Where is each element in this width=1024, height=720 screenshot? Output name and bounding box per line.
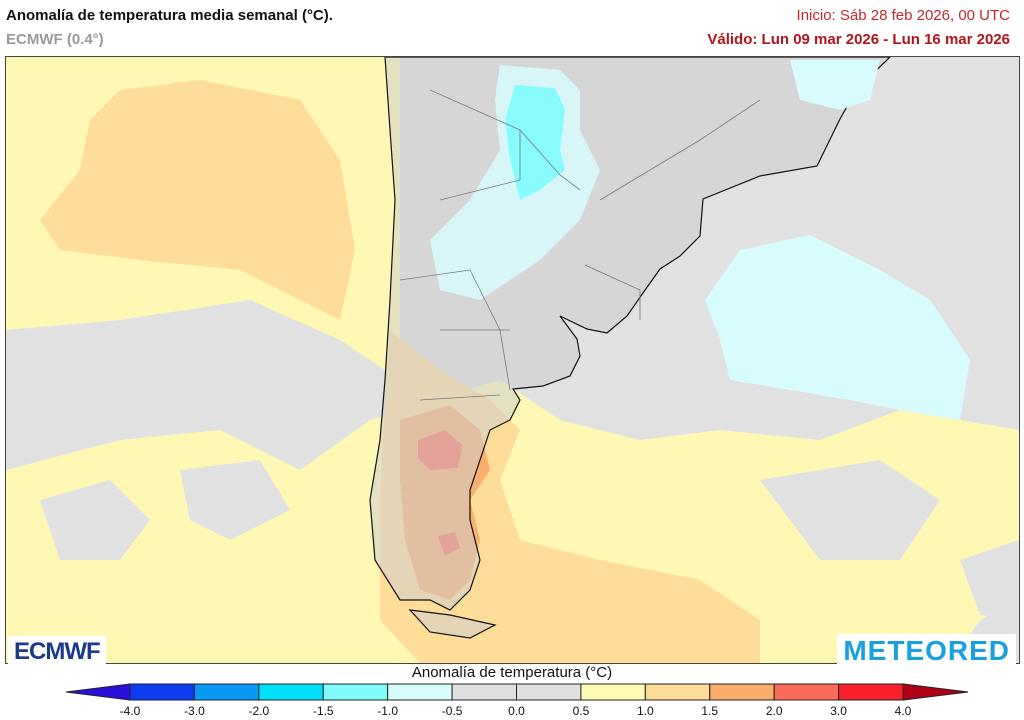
colorbar-tick-label: 1.0 <box>636 704 654 718</box>
colorbar-title: Anomalía de temperatura (°C) <box>411 664 613 681</box>
colorbar-swatch <box>322 683 389 701</box>
neutral-patch <box>760 460 940 560</box>
colorbar-swatch <box>838 683 904 701</box>
colorbar-swatch <box>258 683 324 701</box>
country-borders <box>399 89 761 401</box>
colorbar-over-triangle <box>902 683 969 701</box>
anomaly-1.0-pacific <box>40 80 355 320</box>
colorbar-tick-label: 3.0 <box>830 704 847 718</box>
colorbar-tick-label: -4.0 <box>119 704 141 718</box>
colorbar-tick-label: 4.0 <box>894 704 912 718</box>
init-time: Inicio: Sáb 28 feb 2026, 00 UTC <box>796 7 1010 24</box>
colorbar-swatch <box>580 683 646 701</box>
neutral-patch <box>40 480 150 560</box>
colorbar-tick-label: 2.0 <box>765 704 783 718</box>
colorbar-swatch <box>516 683 582 701</box>
anomaly-minus-0.5-brazil-ne <box>790 60 880 110</box>
colorbar-tick-label: 0.5 <box>572 704 590 718</box>
colorbar-tick-label: -0.5 <box>441 704 463 718</box>
colorbar-under-triangle <box>65 683 131 701</box>
map-title: Anomalía de temperatura media semanal (°… <box>6 7 333 24</box>
ecmwf-logo: ECMWF <box>8 636 106 668</box>
colorbar-tick-label: -2.0 <box>248 704 270 718</box>
colorbar-swatch <box>387 683 453 701</box>
valid-period: Válido: Lun 09 mar 2026 - Lun 16 mar 202… <box>707 31 1010 48</box>
colorbar-swatch <box>129 683 195 701</box>
tierra-del-fuego <box>408 609 497 639</box>
neutral-patch <box>960 540 1019 620</box>
colorbar-swatch <box>451 683 518 701</box>
colorbar-swatch <box>644 683 711 701</box>
colorbar-swatch <box>709 683 775 701</box>
colorbar-swatch <box>773 683 840 701</box>
meteored-logo: METEORED <box>837 634 1016 668</box>
colorbar-swatch <box>193 683 260 701</box>
model-label: ECMWF (0.4°) <box>6 31 104 48</box>
colorbar-tick-label: -1.0 <box>377 704 398 718</box>
neutral-patch <box>180 460 290 540</box>
colorbar-tick-label: 1.5 <box>701 704 719 718</box>
colorbar-tick-label: -3.0 <box>184 704 205 718</box>
colorbar-tick-label: -1.5 <box>312 704 334 718</box>
anomaly-minus-0.5-atlantic <box>705 235 970 420</box>
colorbar <box>65 683 969 701</box>
colorbar-tick-label: 0.0 <box>508 704 525 718</box>
